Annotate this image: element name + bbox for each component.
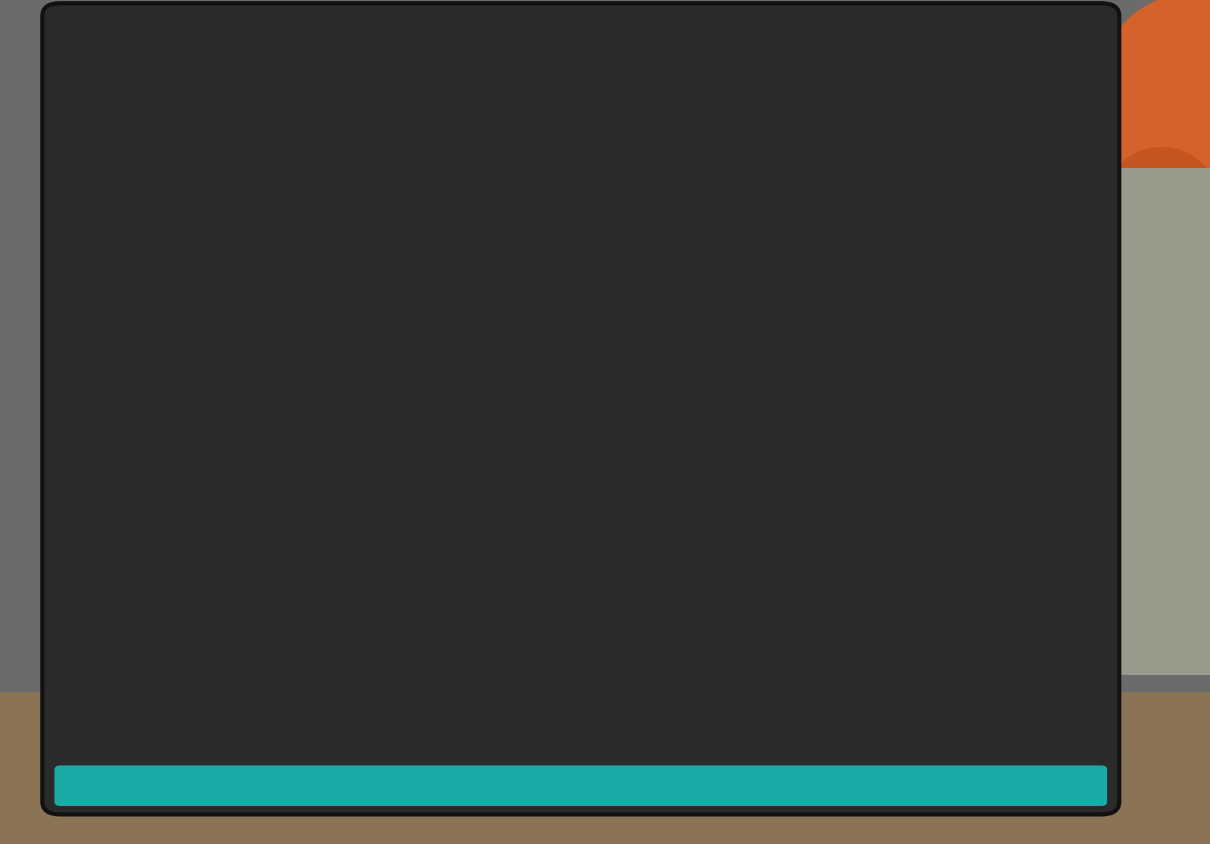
Text: ⎮◄: ⎮◄ [134, 680, 154, 698]
FancyBboxPatch shape [799, 73, 1067, 157]
FancyBboxPatch shape [201, 679, 921, 700]
Text: Complete the sentence without: Complete the sentence without [160, 350, 356, 363]
Text: 1°F: 1°F [900, 485, 924, 498]
Text: 8°F: 8°F [900, 316, 924, 328]
Text: January 6: January 6 [670, 542, 727, 555]
Ellipse shape [1101, 148, 1210, 274]
Text: , so the mean temperature must: , so the mean temperature must [281, 486, 485, 499]
Circle shape [108, 41, 132, 59]
Text: January 4: January 4 [670, 429, 727, 441]
Text: and the number of temperatures is: and the number of temperatures is [160, 459, 379, 472]
FancyBboxPatch shape [1065, 169, 1210, 675]
Text: ▲: ▲ [290, 535, 296, 544]
Text: = 10: = 10 [198, 287, 235, 300]
FancyBboxPatch shape [600, 182, 1027, 237]
Text: ▶: ▶ [111, 365, 121, 378]
Text: .: . [318, 533, 322, 546]
Text: Maths Problems with Rational Numbers > Instruction > Level 6: Maths Problems with Rational Numbers > I… [448, 46, 714, 55]
FancyBboxPatch shape [85, 67, 1077, 165]
Text: 7: 7 [235, 533, 242, 546]
Text: ▶: ▶ [111, 423, 121, 436]
Text: January 5: January 5 [670, 485, 727, 498]
FancyBboxPatch shape [600, 407, 1027, 463]
Text: The sum of the temperatures is: The sum of the temperatures is [160, 412, 357, 425]
Text: calculating the: calculating the [160, 379, 257, 392]
FancyBboxPatch shape [85, 165, 1077, 712]
Text: -1°F: -1°F [898, 429, 927, 441]
Text: temperature is positive or negative.: temperature is positive or negative. [190, 131, 467, 143]
FancyBboxPatch shape [328, 407, 499, 446]
FancyBboxPatch shape [196, 519, 316, 559]
Text: ►⎮: ►⎮ [938, 680, 958, 698]
FancyBboxPatch shape [0, 692, 1210, 844]
Ellipse shape [1095, 0, 1210, 207]
Text: mean: mean [167, 131, 208, 143]
Text: firesfy: firesfy [149, 45, 184, 55]
FancyBboxPatch shape [154, 270, 278, 316]
Text: 2°F: 2°F [900, 372, 924, 385]
Text: The temperatures that Theo records are shown. Use an approximation to decide if: The temperatures that Theo records are s… [144, 91, 762, 105]
Text: ▶: ▶ [103, 106, 116, 124]
FancyBboxPatch shape [600, 520, 1027, 576]
Text: mean: mean [248, 379, 283, 392]
Text: the: the [144, 131, 173, 143]
Text: 7: 7 [195, 486, 203, 499]
FancyBboxPatch shape [600, 576, 1027, 633]
FancyBboxPatch shape [85, 665, 1077, 712]
FancyBboxPatch shape [85, 34, 1077, 67]
Text: ▼: ▼ [476, 423, 482, 431]
FancyBboxPatch shape [1037, 430, 1072, 509]
Text: Date: Date [680, 203, 718, 217]
Text: rounded temperatures?: rounded temperatures? [160, 252, 307, 265]
Text: ⚙: ⚙ [1036, 682, 1048, 695]
Text: -21°F: -21°F [893, 598, 930, 612]
FancyBboxPatch shape [600, 294, 1027, 350]
FancyBboxPatch shape [600, 463, 1027, 520]
FancyBboxPatch shape [600, 237, 1027, 294]
Text: January 2: January 2 [670, 316, 727, 328]
Text: 11°F: 11°F [895, 259, 928, 272]
Text: January 7: January 7 [670, 598, 727, 612]
Text: nearest 10. What is the sum of the: nearest 10. What is the sum of the [160, 224, 376, 236]
Text: ▶: ▶ [111, 227, 121, 240]
Text: 7: 7 [392, 420, 399, 434]
Text: First round each temperature to the: First round each temperature to the [160, 194, 384, 207]
FancyBboxPatch shape [600, 350, 1027, 407]
Text: be: be [160, 532, 174, 544]
Text: ▼: ▼ [253, 488, 260, 497]
Text: ⏸: ⏸ [998, 682, 1007, 695]
FancyBboxPatch shape [156, 472, 276, 511]
Text: January 3: January 3 [670, 372, 727, 385]
Text: -13°F: -13°F [893, 542, 930, 555]
Text: temperature,: temperature, [270, 379, 357, 392]
Text: Temperature: Temperature [863, 203, 962, 217]
Text: January 1: January 1 [670, 259, 727, 272]
FancyBboxPatch shape [201, 679, 335, 700]
